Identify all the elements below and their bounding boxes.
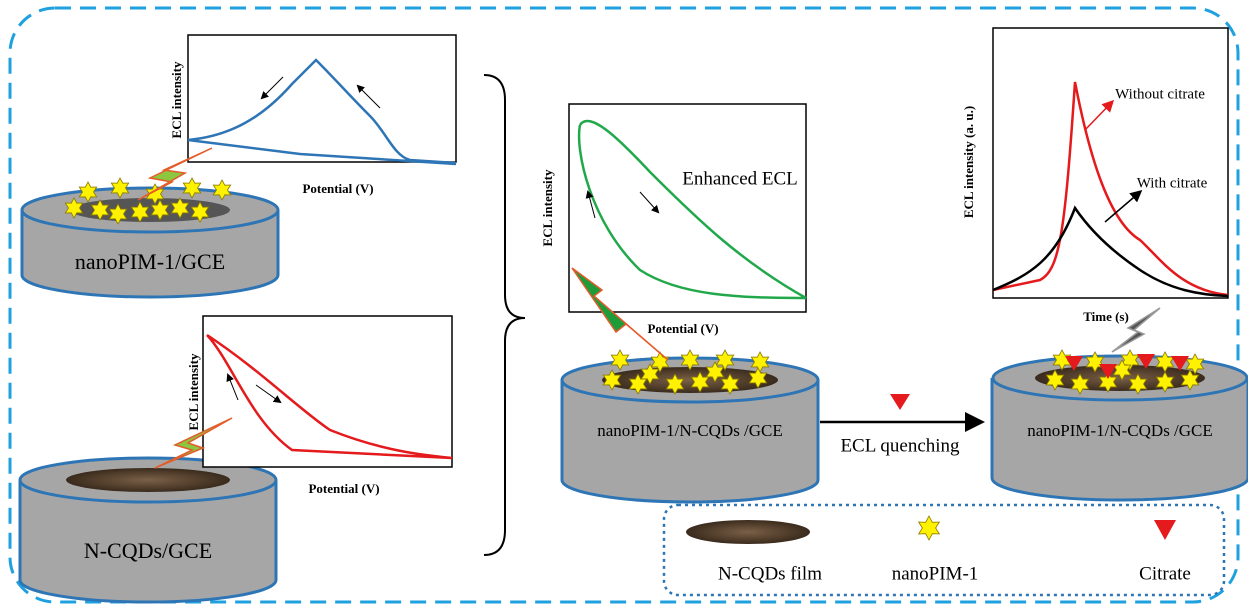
- electrode-1: [22, 188, 278, 297]
- curve-label: Without citrate: [1115, 86, 1205, 102]
- electrode-label: N-CQDs/GCE: [84, 538, 212, 563]
- legend-label: Citrate: [1139, 563, 1191, 584]
- plot-frame: [203, 316, 452, 467]
- y-label: ECL intensity (a. u.): [961, 106, 976, 218]
- arrow-label: ECL quenching: [840, 435, 960, 456]
- legend-film: [686, 520, 810, 544]
- annotation: Enhanced ECL: [682, 168, 798, 189]
- x-label: Time (s): [1083, 309, 1129, 324]
- x-label: Potential (V): [302, 181, 373, 196]
- electrode-label: nanoPIM-1/N-CQDs /GCE: [1027, 421, 1213, 440]
- film: [66, 468, 230, 492]
- electrode-label: nanoPIM-1/N-CQDs /GCE: [597, 421, 783, 440]
- y-label: ECL intensity: [186, 353, 201, 430]
- figure: ECL intensity Potential (V) nanoPIM-1/GC…: [0, 0, 1248, 610]
- y-label: ECL intensity: [540, 169, 555, 246]
- plot-frame: [188, 35, 456, 162]
- curve-label: With citrate: [1137, 175, 1208, 191]
- citrate-icon: [890, 394, 910, 410]
- legend-label: N-CQDs film: [718, 563, 822, 584]
- brace: [484, 75, 525, 555]
- star: [919, 516, 940, 540]
- legend-label: nanoPIM-1: [892, 563, 979, 584]
- x-label: Potential (V): [647, 321, 718, 336]
- electrode-label: nanoPIM-1/GCE: [75, 249, 225, 274]
- x-label: Potential (V): [308, 481, 379, 496]
- plot-frame: [993, 28, 1228, 298]
- y-label: ECL intensity: [169, 61, 184, 138]
- legend-citrate: [1154, 520, 1176, 540]
- electrode-2: [20, 458, 276, 602]
